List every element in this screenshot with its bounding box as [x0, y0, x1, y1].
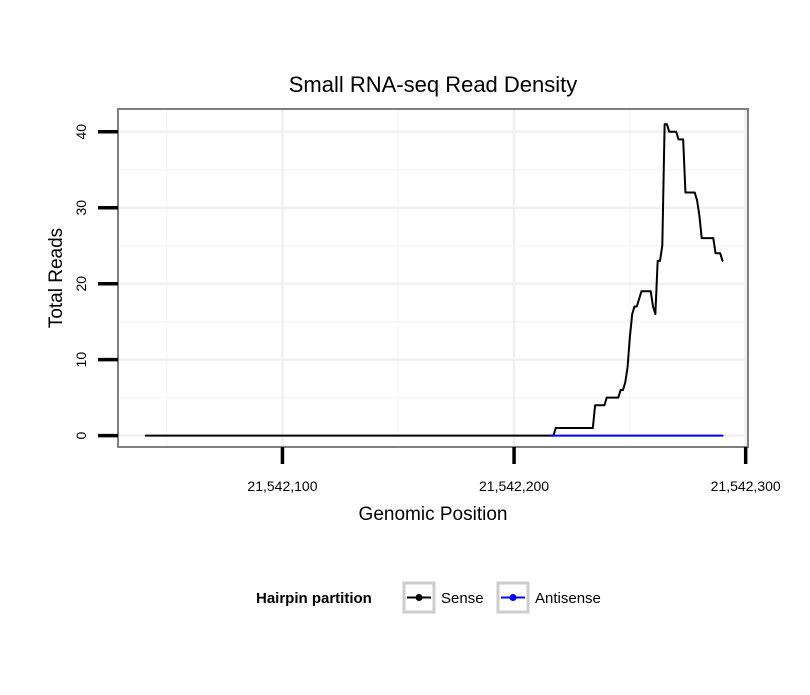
y-axis-label: Total Reads	[46, 228, 67, 328]
y-axis: 0 10 20 30 40	[73, 124, 118, 440]
y-tick-label: 20	[73, 276, 89, 292]
legend-key-point	[509, 594, 517, 601]
x-axis-label: Genomic Position	[359, 504, 508, 525]
x-tick-label: 21,542,200	[479, 478, 549, 494]
panel-border	[117, 108, 749, 448]
legend: Hairpin partition Sense Antisense	[256, 581, 601, 614]
plot-panel	[118, 109, 748, 447]
series-lines	[144, 123, 724, 437]
y-tick-label: 40	[73, 124, 89, 140]
series-line-sense	[144, 123, 724, 437]
y-tick-label: 30	[73, 200, 89, 216]
x-tick-label: 21,542,300	[711, 478, 781, 494]
legend-title: Hairpin partition	[256, 590, 372, 607]
legend-item-label: Antisense	[535, 590, 601, 607]
y-tick-label: 10	[73, 352, 89, 368]
x-axis: 21,542,100 21,542,200 21,542,300	[247, 447, 781, 494]
x-tick-label: 21,542,100	[247, 478, 317, 494]
chart-title: Small RNA-seq Read Density	[289, 72, 578, 97]
panel-background	[118, 109, 748, 447]
legend-key-point	[415, 594, 423, 601]
legend-item-label: Sense	[441, 590, 484, 607]
panel-frame	[117, 108, 749, 448]
y-tick-label: 0	[73, 432, 89, 440]
